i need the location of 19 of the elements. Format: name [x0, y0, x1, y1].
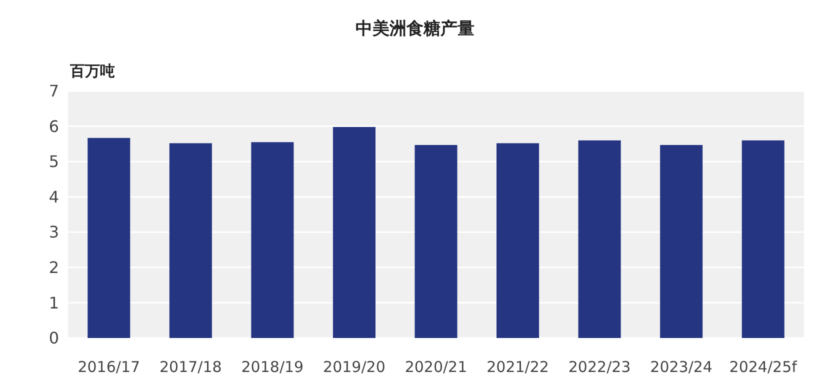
y-tick-label: 2 — [48, 258, 60, 278]
y-tick-label: 5 — [48, 152, 60, 172]
y-axis-title: 百万吨 — [69, 62, 115, 80]
x-tick-label: 2019/20 — [323, 358, 386, 376]
x-tick-label: 2023/24 — [650, 358, 712, 376]
y-tick-label: 6 — [48, 116, 60, 136]
x-tick-label: 2016/17 — [78, 358, 140, 376]
y-tick-label: 4 — [48, 187, 60, 206]
y-tick-label: 7 — [48, 82, 60, 101]
x-tick-label: 2018/19 — [241, 358, 304, 376]
x-tick-label: 2020/21 — [404, 358, 468, 376]
y-tick-label: 1 — [48, 293, 60, 312]
y-tick-label: 3 — [48, 222, 60, 242]
chart-title: 中美洲食糖产量 — [356, 19, 474, 39]
x-tick-label: 2022/23 — [568, 358, 631, 376]
x-tick-label: 2021/22 — [486, 358, 549, 376]
x-tick-label: 2024/25f — [729, 358, 798, 376]
x-tick-label: 2017/18 — [160, 358, 222, 376]
y-tick-label: 0 — [48, 328, 60, 348]
